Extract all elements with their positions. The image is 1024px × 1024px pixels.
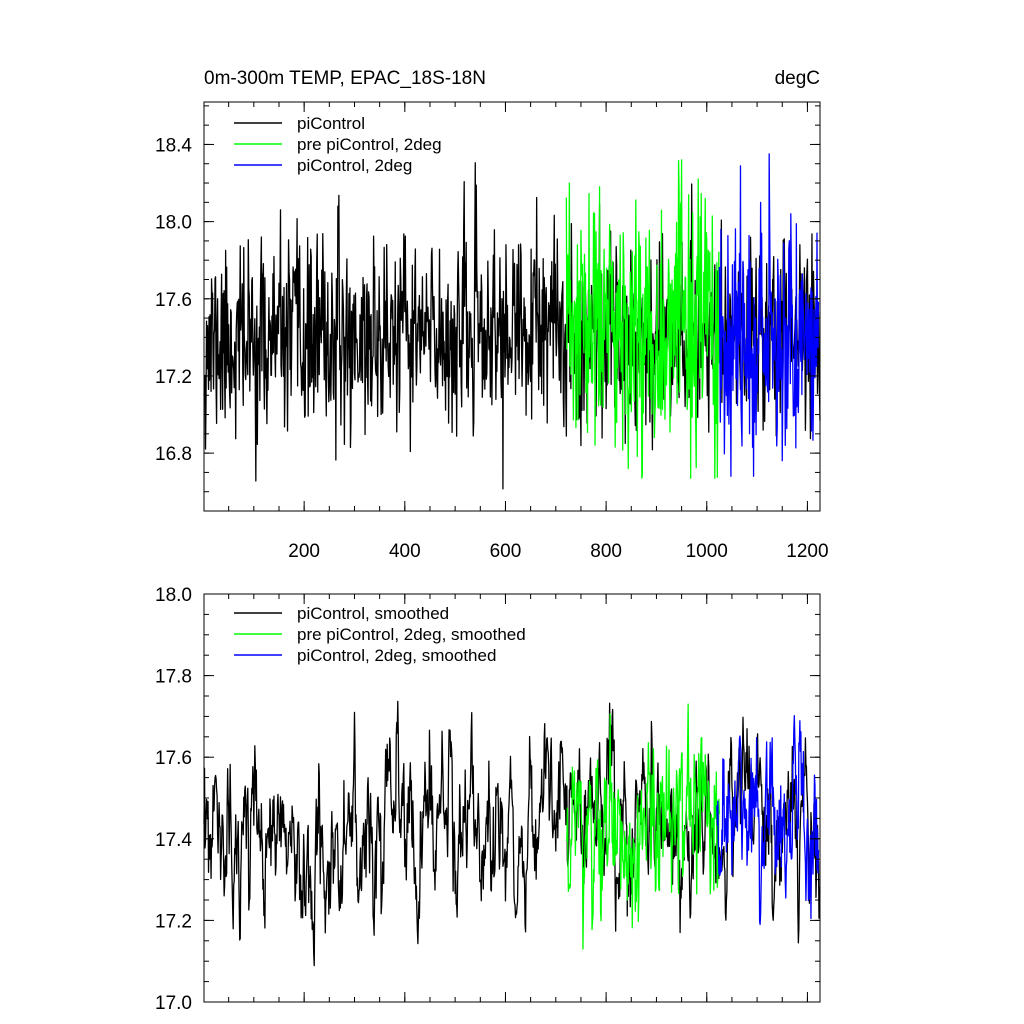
top-xtick-label: 1200 [786, 541, 828, 562]
bottom-legend: piControl, smoothed pre piControl, 2deg, … [234, 604, 526, 665]
bottom-axes: 17.0 17.2 17.4 17.6 17.8 18.0 [155, 585, 820, 1014]
bottom-ytick-label: 17.8 [155, 667, 192, 688]
top-title: 0m-300m TEMP, EPAC_18S-18N [204, 68, 486, 89]
top-legend-label: piControl, 2deg [297, 156, 412, 175]
bottom-series-line-3 [716, 715, 820, 926]
top-legend-label: pre piControl, 2deg [297, 135, 442, 154]
top-legend: piControl pre piControl, 2deg piControl, 2… [234, 114, 442, 175]
bottom-ytick-label: 17.4 [155, 830, 192, 851]
top-panel: 0m-300m TEMP, EPAC_18S-18N degC 16.8 17.2… [155, 68, 829, 562]
bottom-legend-label: piControl, 2deg, smoothed [297, 646, 496, 665]
top-ytick-label: 18.4 [155, 135, 192, 156]
top-xtick-label: 200 [288, 541, 320, 562]
top-ytick-label: 17.6 [155, 290, 192, 311]
top-xtick-label: 600 [490, 541, 522, 562]
top-legend-label: piControl [297, 114, 365, 133]
bottom-series-line-1 [203, 700, 821, 967]
bottom-ytick-label: 17.2 [155, 911, 192, 932]
top-series-line-3 [718, 153, 820, 477]
top-ytick-label: 16.8 [155, 444, 192, 465]
top-series-line-2 [565, 159, 720, 479]
bottom-plot-frame [203, 593, 821, 1003]
bottom-series-group [203, 700, 821, 967]
top-units: degC [775, 68, 820, 89]
bottom-panel: 17.0 17.2 17.4 17.6 17.8 18.0 piControl, smoo… [155, 585, 821, 1014]
bottom-ytick-label: 18.0 [155, 585, 192, 606]
top-ytick-label: 18.0 [155, 213, 192, 234]
top-ytick-label: 17.2 [155, 367, 192, 388]
top-xtick-label: 400 [389, 541, 421, 562]
top-xtick-label: 1000 [686, 541, 728, 562]
bottom-ytick-label: 17.0 [155, 993, 192, 1014]
top-plot-frame [203, 101, 821, 512]
top-xtick-label: 800 [590, 541, 622, 562]
bottom-series-line-2 [565, 703, 720, 950]
top-series-group [203, 153, 821, 490]
bottom-ytick-label: 17.6 [155, 748, 192, 769]
bottom-legend-label: piControl, smoothed [297, 604, 449, 623]
top-axes: 16.8 17.2 17.6 18.0 18.4 200 400 600 800 1000 1200 [155, 102, 829, 562]
bottom-legend-label: pre piControl, 2deg, smoothed [297, 625, 526, 644]
